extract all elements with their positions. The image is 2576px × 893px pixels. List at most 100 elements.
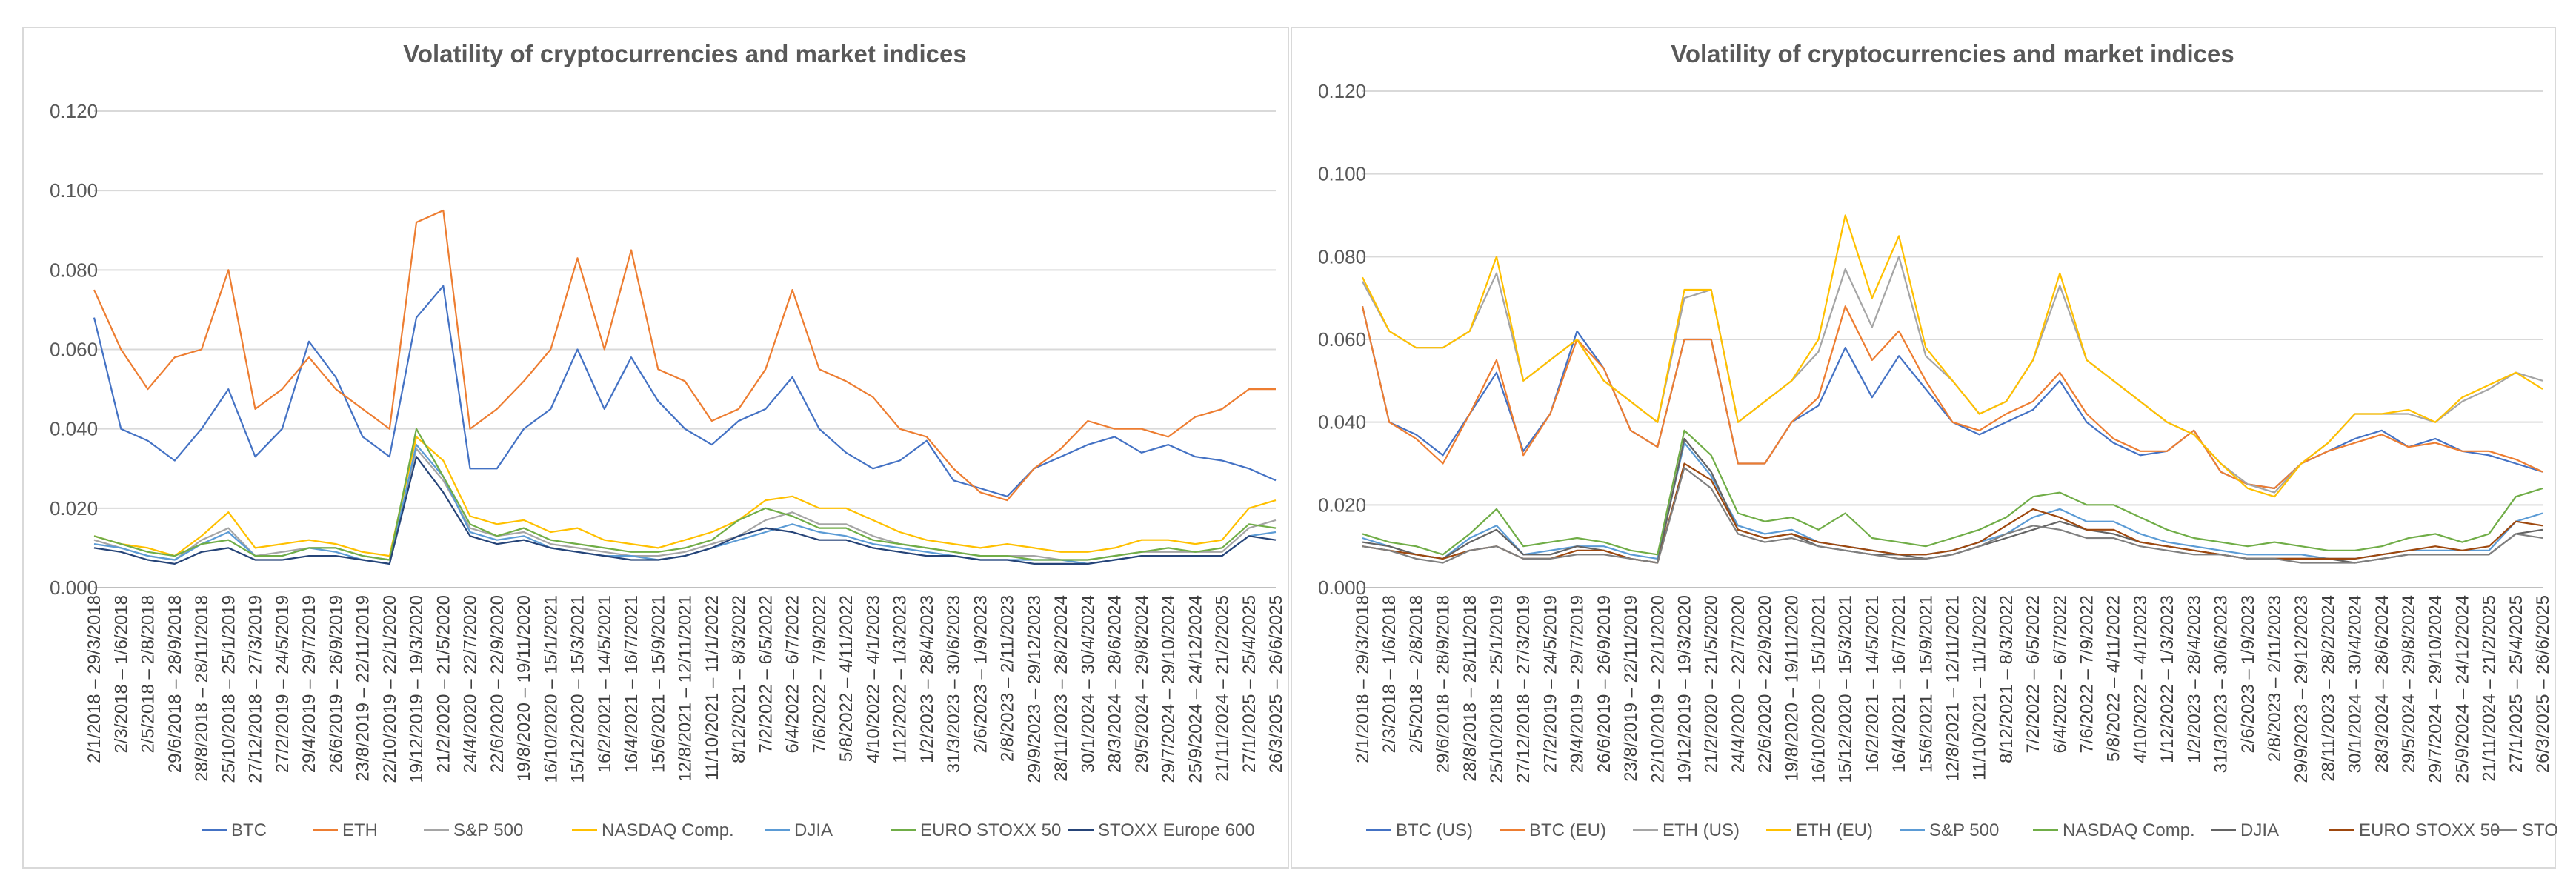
chart1-x-tick-label: 27/12/2018 – 27/3/2019 <box>246 595 266 783</box>
chart1-x-tick-label: 29/4/2019 – 29/7/2019 <box>299 595 319 773</box>
chart1-y-tick-label: 0.060 <box>50 339 98 361</box>
chart2-x-tick-label: 5/8/2022 – 4/11/2022 <box>2104 595 2124 762</box>
chart2-legend-label: S&P 500 <box>1929 820 1999 840</box>
chart2-series-line-5 <box>1362 442 2543 560</box>
chart1-x-tick-label: 15/6/2021 – 15/9/2021 <box>648 595 668 773</box>
chart2-x-tick-label: 19/8/2020 – 19/11/2020 <box>1782 595 1802 782</box>
chart1-x-tick-label: 29/6/2018 – 28/9/2018 <box>165 595 185 773</box>
chart1-y-tick-label: 0.000 <box>50 577 98 599</box>
chart2-x-tick-label: 22/6/2020 – 22/9/2020 <box>1755 595 1775 773</box>
chart2-x-tick-label: 29/7/2024 – 29/10/2024 <box>2426 595 2446 783</box>
chart1-series-line-3 <box>93 448 1277 561</box>
chart1-legend-label: ETH <box>342 820 378 840</box>
chart1-y-tick-label: 0.080 <box>50 259 98 281</box>
chart1-x-tick-label: 24/4/2020 – 22/7/2020 <box>461 595 481 773</box>
chart2-x-tick-label: 7/6/2022 – 7/9/2022 <box>2077 595 2097 754</box>
chart1-x-tick-label: 26/6/2019 – 26/9/2019 <box>326 595 346 773</box>
chart2-x-tick-label: 4/10/2022 – 4/1/2023 <box>2131 595 2151 763</box>
chart2-x-tick-label: 8/12/2021 – 8/3/2022 <box>1997 595 2017 763</box>
chart1-x-tick-label: 25/9/2024 – 24/12/2024 <box>1185 595 1205 783</box>
chart1-x-tick-label: 8/12/2021 – 8/3/2022 <box>729 595 749 763</box>
chart2-x-tick-label: 26/6/2019 – 26/9/2019 <box>1594 595 1614 773</box>
chart1-x-tick-label: 12/8/2021 – 12/11/2021 <box>676 595 696 782</box>
chart2-x-tick-label: 16/2/2021 – 14/5/2021 <box>1863 595 1883 773</box>
chart2-series-line-4 <box>1362 214 2543 498</box>
chart1-x-tick-label: 21/2/2020 – 21/5/2020 <box>433 595 453 773</box>
chart2-x-tick-label: 27/1/2025 – 25/4/2025 <box>2506 595 2526 773</box>
chart1-x-tick-label: 1/12/2022 – 1/3/2023 <box>891 595 911 763</box>
chart2-series-line-3 <box>1362 256 2543 494</box>
chart2-legend-label: ETH (EU) <box>1796 820 1873 840</box>
chart1-x-tick-label: 2/3/2018 – 1/6/2018 <box>111 595 131 754</box>
chart1-x-tick-label: 2/5/2018 – 2/8/2018 <box>139 595 159 754</box>
chart2-x-tick-label: 15/12/2020 – 15/3/2021 <box>1836 595 1856 783</box>
chart2-legend-label: EURO STOXX 50 <box>2359 820 2500 840</box>
chart2-series-line-8 <box>1362 462 2543 564</box>
chart2-x-tick-label: 28/11/2023 – 28/2/2024 <box>2318 595 2338 782</box>
chart2-x-tick-label: 16/10/2020 – 15/1/2021 <box>1808 595 1828 783</box>
chart2-x-tick-label: 23/8/2019 – 22/11/2019 <box>1621 595 1641 782</box>
chart1-x-tick-label: 27/1/2025 – 25/4/2025 <box>1239 595 1259 773</box>
chart1-x-tick-label: 16/4/2021 – 16/7/2021 <box>622 595 642 773</box>
chart2-series-line-1 <box>1361 306 2543 490</box>
chart2-y-tick-label: 0.000 <box>1318 577 1366 599</box>
chart2-series-line-2 <box>1361 305 2543 490</box>
chart1-x-tick-label: 7/2/2022 – 6/5/2022 <box>756 595 776 754</box>
chart-left-svg: Volatility of cryptocurrencies and marke… <box>50 40 1286 840</box>
chart1-legend-label: BTC <box>231 820 267 840</box>
chart2-x-tick-label: 25/9/2024 – 24/12/2024 <box>2452 595 2472 783</box>
chart1-x-tick-label: 6/4/2022 – 6/7/2022 <box>783 595 803 754</box>
chart1-x-tick-label: 27/2/2019 – 24/5/2019 <box>273 595 293 773</box>
chart1-x-tick-label: 5/8/2022 – 4/11/2022 <box>836 595 856 762</box>
chart2-legend-label: NASDAQ Comp. <box>2063 820 2195 840</box>
chart1-series-line-7 <box>93 456 1277 565</box>
chart2-x-tick-label: 24/4/2020 – 22/7/2020 <box>1728 595 1748 773</box>
chart2-title: Volatility of cryptocurrencies and marke… <box>1671 40 2234 67</box>
chart2-x-tick-label: 16/4/2021 – 16/7/2021 <box>1889 595 1909 773</box>
chart2-legend-label: ETH (US) <box>1663 820 1740 840</box>
chart1-x-tick-label: 28/8/2018 – 28/11/2018 <box>192 595 212 782</box>
chart1-x-tick-label: 1/2/2023 – 28/4/2023 <box>917 595 937 763</box>
chart2-legend-label: DJIA <box>2240 820 2279 840</box>
chart1-x-tick-label: 2/6/2023 – 1/9/2023 <box>971 595 991 754</box>
chart1-series-line-1 <box>93 285 1277 497</box>
chart2-x-tick-label: 27/12/2018 – 27/3/2019 <box>1514 595 1534 783</box>
chart2-y-tick-label: 0.080 <box>1318 245 1366 268</box>
chart1-x-tick-label: 31/3/2023 – 30/6/2023 <box>944 595 964 773</box>
chart1-legend-label: STOXX Europe 600 <box>1098 820 1255 840</box>
chart2-x-tick-label: 2/1/2018 – 29/3/2018 <box>1353 595 1373 763</box>
chart1-y-tick-label: 0.020 <box>50 497 98 519</box>
chart1-series-line-2 <box>93 209 1276 502</box>
chart2-x-tick-label: 28/8/2018 – 28/11/2018 <box>1460 595 1480 782</box>
chart1-x-tick-label: 29/7/2024 – 29/10/2024 <box>1159 595 1179 783</box>
chart2-series-line-9 <box>1362 466 2543 564</box>
chart-right-svg: Volatility of cryptocurrencies and marke… <box>1318 40 2557 840</box>
chart2-x-tick-label: 1/12/2022 – 1/3/2023 <box>2157 595 2177 763</box>
chart1-series-line-4 <box>93 436 1277 557</box>
chart2-y-tick-label: 0.120 <box>1318 80 1366 102</box>
chart1-series-line-6 <box>93 428 1277 561</box>
chart1-x-tick-label: 29/5/2024 – 29/8/2024 <box>1132 595 1152 773</box>
chart2-x-tick-label: 2/6/2023 – 1/9/2023 <box>2238 595 2258 754</box>
chart-right: Volatility of cryptocurrencies and marke… <box>1291 27 2557 869</box>
chart1-legend-label: S&P 500 <box>453 820 523 840</box>
chart2-x-tick-label: 22/10/2019 – 22/1/2020 <box>1648 595 1668 783</box>
chart2-x-tick-label: 28/3/2024 – 28/6/2024 <box>2372 595 2392 773</box>
chart2-x-tick-label: 21/11/2024 – 21/2/2025 <box>2480 595 2500 782</box>
chart1-y-tick-label: 0.040 <box>50 418 98 440</box>
chart1-x-tick-label: 4/10/2022 – 4/1/2023 <box>863 595 883 763</box>
chart2-x-tick-label: 26/3/2025 – 26/6/2025 <box>2533 595 2553 773</box>
chart2-y-tick-label: 0.020 <box>1318 494 1366 516</box>
chart1-x-tick-label: 15/12/2020 – 15/3/2021 <box>568 595 588 783</box>
chart1-x-tick-label: 25/10/2018 – 25/1/2019 <box>219 595 239 783</box>
chart1-x-tick-label: 26/3/2025 – 26/6/2025 <box>1266 595 1286 773</box>
chart1-y-tick-label: 0.120 <box>50 100 98 122</box>
chart1-x-tick-label: 2/8/2023 – 2/11/2023 <box>998 595 1018 762</box>
chart2-x-tick-label: 11/10/2021 – 11/1/2022 <box>1970 595 1990 780</box>
chart1-x-tick-label: 23/8/2019 – 22/11/2019 <box>353 595 373 782</box>
chart1-x-tick-label: 28/3/2024 – 28/6/2024 <box>1105 595 1125 773</box>
chart2-x-tick-label: 6/4/2022 – 6/7/2022 <box>2050 595 2070 754</box>
chart1-x-tick-label: 28/11/2023 – 28/2/2024 <box>1051 595 1071 782</box>
chart2-x-tick-label: 30/1/2024 – 30/4/2024 <box>2346 595 2366 773</box>
chart2-x-tick-label: 31/3/2023 – 30/6/2023 <box>2211 595 2231 773</box>
